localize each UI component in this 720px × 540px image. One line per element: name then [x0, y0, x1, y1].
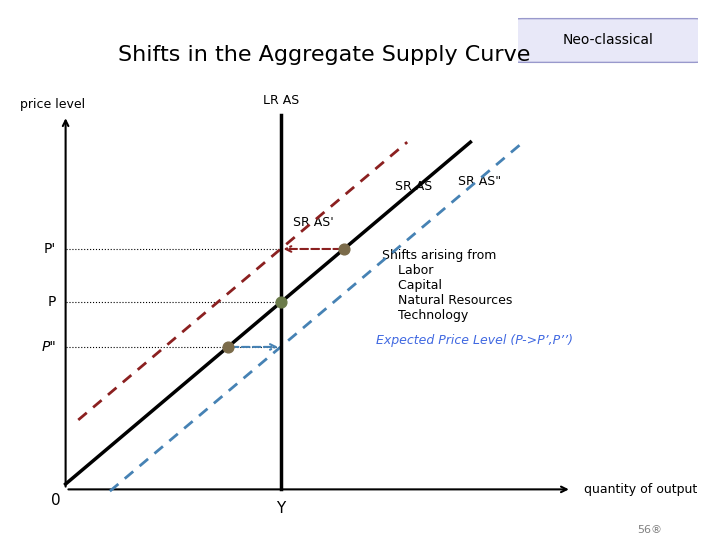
Text: Shifts in the Aggregate Supply Curve: Shifts in the Aggregate Supply Curve	[118, 45, 530, 65]
Text: quantity of output: quantity of output	[585, 483, 698, 496]
Text: Neo-classical: Neo-classical	[563, 33, 654, 48]
Text: P': P'	[44, 242, 56, 256]
Text: Y: Y	[276, 501, 285, 516]
Text: SR AS': SR AS'	[293, 217, 334, 230]
FancyBboxPatch shape	[513, 18, 703, 62]
Text: P": P"	[41, 340, 56, 354]
Text: 0: 0	[51, 493, 61, 508]
Text: SR AS": SR AS"	[458, 176, 501, 188]
Text: P: P	[48, 295, 56, 309]
Text: price level: price level	[20, 98, 86, 111]
Text: Expected Price Level (P->P’,P’’): Expected Price Level (P->P’,P’’)	[376, 334, 572, 347]
Text: Shifts arising from
    Labor
    Capital
    Natural Resources
    Technology: Shifts arising from Labor Capital Natura…	[382, 249, 512, 322]
Text: LR AS: LR AS	[263, 93, 299, 106]
Point	[275, 298, 287, 307]
Text: SR AS: SR AS	[395, 180, 432, 193]
Point	[222, 342, 234, 351]
Point	[338, 245, 350, 253]
Text: 56®: 56®	[637, 524, 662, 535]
